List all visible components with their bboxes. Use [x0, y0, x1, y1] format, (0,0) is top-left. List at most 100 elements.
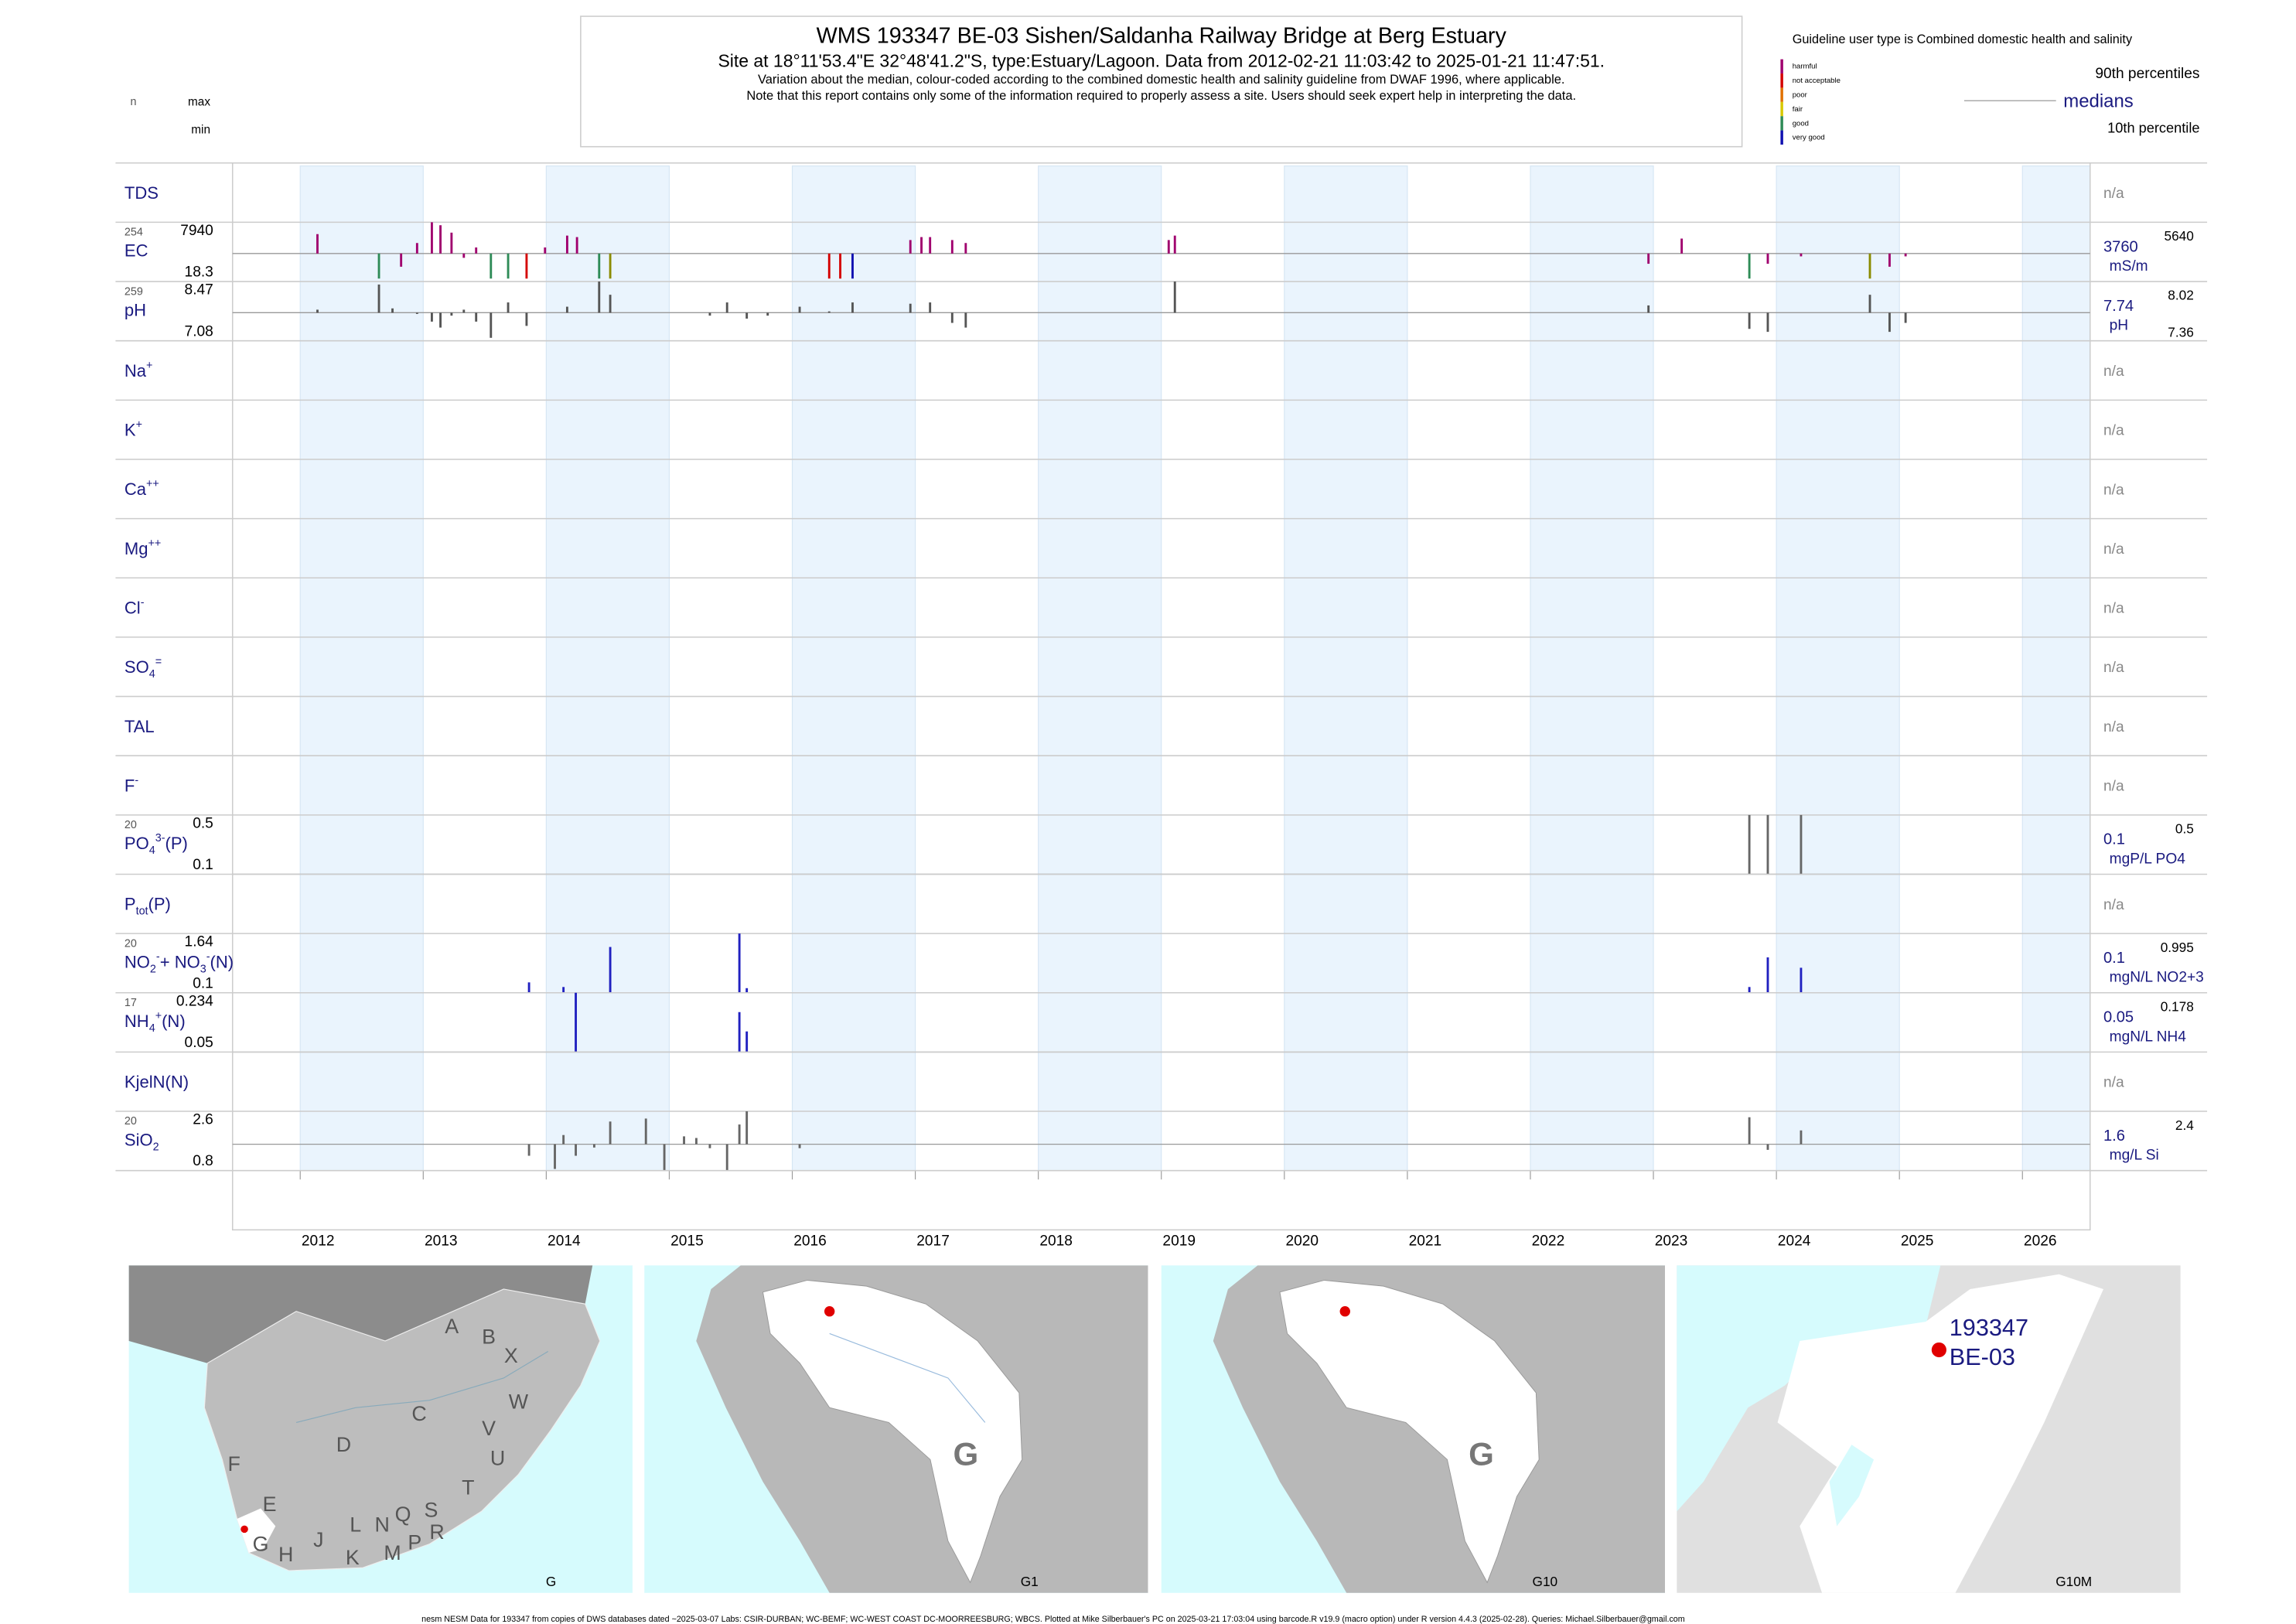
- legend-label: harmful: [1793, 63, 1817, 71]
- label-part: PO: [125, 834, 149, 853]
- row-max: 1.64: [185, 934, 214, 950]
- label-part: 3-: [155, 832, 165, 844]
- map-letter: K: [346, 1546, 360, 1569]
- row-n: 254: [125, 227, 143, 239]
- map-letter: E: [263, 1493, 277, 1516]
- row-median: 1.6: [2103, 1128, 2125, 1145]
- row-label: K+: [125, 418, 142, 439]
- row-na: n/a: [2103, 601, 2124, 617]
- label-part: (N): [162, 1012, 186, 1031]
- label-part: SiO: [125, 1130, 153, 1149]
- legend-median: medians: [2063, 91, 2133, 112]
- row-median: 0.05: [2103, 1009, 2134, 1026]
- map-region-label: G: [954, 1436, 979, 1472]
- label-part: SO: [125, 657, 149, 677]
- row-label: Cl-: [125, 596, 145, 617]
- x-tick-label: 2020: [1286, 1233, 1319, 1250]
- map-letter: P: [408, 1531, 421, 1554]
- row-n: 20: [125, 937, 137, 950]
- map-site-detail: 193347 BE-03 G10M: [1677, 1265, 2181, 1593]
- row-min: 0.1: [193, 857, 213, 873]
- map-catchment: [762, 1279, 1023, 1584]
- row-label: EC: [125, 241, 148, 261]
- label-part: 2: [150, 963, 156, 975]
- label-part: pH: [125, 300, 146, 319]
- map-region-label: G: [1469, 1436, 1494, 1472]
- label-part: -: [135, 774, 138, 786]
- row-label: Na+: [125, 360, 153, 380]
- year-band: [1530, 165, 1654, 1172]
- row-label: TAL: [125, 717, 155, 736]
- legend-swatch: [1780, 130, 1783, 145]
- row-median: 0.1: [2103, 950, 2125, 967]
- label-part: Mg: [125, 539, 148, 558]
- legend-swatch: [1780, 73, 1783, 88]
- label-part: 4: [149, 668, 155, 681]
- row-p90: 8.02: [2168, 288, 2194, 303]
- x-tick-label: 2022: [1532, 1233, 1565, 1250]
- row-units: mgN/L NH4: [2110, 1029, 2187, 1045]
- label-part: Ca: [125, 479, 147, 499]
- legend-label: good: [1793, 119, 1809, 128]
- map-letter: Q: [395, 1503, 411, 1526]
- map-land: [203, 1288, 601, 1571]
- map-letter: L: [350, 1513, 361, 1537]
- label-part: -: [141, 596, 145, 609]
- x-tick-label: 2018: [1039, 1233, 1073, 1250]
- row-na: n/a: [2103, 186, 2124, 202]
- legend-label: not acceptable: [1793, 77, 1841, 85]
- label-part: +: [155, 1010, 162, 1022]
- map-river: [829, 1332, 986, 1423]
- map-letter: B: [482, 1325, 496, 1348]
- label-part: Cl: [125, 598, 141, 617]
- map-letter: C: [411, 1402, 426, 1425]
- x-tick-label: 2012: [302, 1233, 335, 1250]
- note: Note that this report contains only some…: [746, 89, 1576, 103]
- map-letter: U: [490, 1446, 505, 1469]
- legend-label: fair: [1793, 105, 1803, 114]
- year-band: [545, 165, 670, 1172]
- row-label: TDS: [125, 183, 159, 203]
- row-label: Mg++: [125, 537, 161, 558]
- year-band: [1038, 165, 1162, 1172]
- label-part: 4: [149, 844, 155, 857]
- x-tick-label: 2021: [1409, 1233, 1442, 1250]
- row-min: 0.1: [193, 975, 213, 991]
- map-letter: N: [375, 1513, 390, 1537]
- note: Variation about the median, colour-coded…: [758, 73, 1564, 87]
- row-p90: 0.178: [2161, 998, 2194, 1014]
- map-letter: W: [509, 1390, 529, 1414]
- row-label: PO43-(P): [125, 832, 188, 857]
- key-n: n: [131, 96, 137, 108]
- map-label: G1: [1021, 1574, 1039, 1589]
- row-p90: 2.4: [2175, 1117, 2194, 1133]
- x-tick-label: 2013: [425, 1233, 458, 1250]
- map-river: [295, 1350, 549, 1423]
- map-letter: R: [429, 1520, 444, 1544]
- legend-swatch: [1780, 116, 1783, 131]
- row-na: n/a: [2103, 660, 2124, 676]
- label-part: (N): [210, 952, 234, 971]
- label-part: + NO: [160, 952, 200, 971]
- legend-swatch: [1780, 101, 1783, 117]
- legend-p10: 10th percentile: [2107, 121, 2199, 136]
- row-p90: 0.995: [2161, 940, 2194, 955]
- label-part: P: [125, 895, 136, 914]
- x-tick-label: 2015: [670, 1233, 704, 1250]
- label-part: K: [125, 420, 136, 439]
- row-min: 7.08: [185, 323, 213, 339]
- row-na: n/a: [2103, 423, 2124, 439]
- map-region: G G10: [1161, 1265, 1666, 1593]
- label-part: tot: [136, 906, 148, 918]
- row-units: mgN/L NO2+3: [2110, 970, 2204, 986]
- x-tick-label: 2019: [1162, 1233, 1196, 1250]
- row-min: 18.3: [185, 264, 213, 281]
- map-label: G: [546, 1574, 556, 1589]
- label-part: EC: [125, 241, 148, 261]
- map-letter: S: [424, 1498, 438, 1521]
- row-n: 20: [125, 819, 137, 831]
- site-number: 193347: [1950, 1315, 2028, 1341]
- legend-label: poor: [1793, 91, 1808, 100]
- x-tick-label: 2024: [1778, 1233, 1811, 1250]
